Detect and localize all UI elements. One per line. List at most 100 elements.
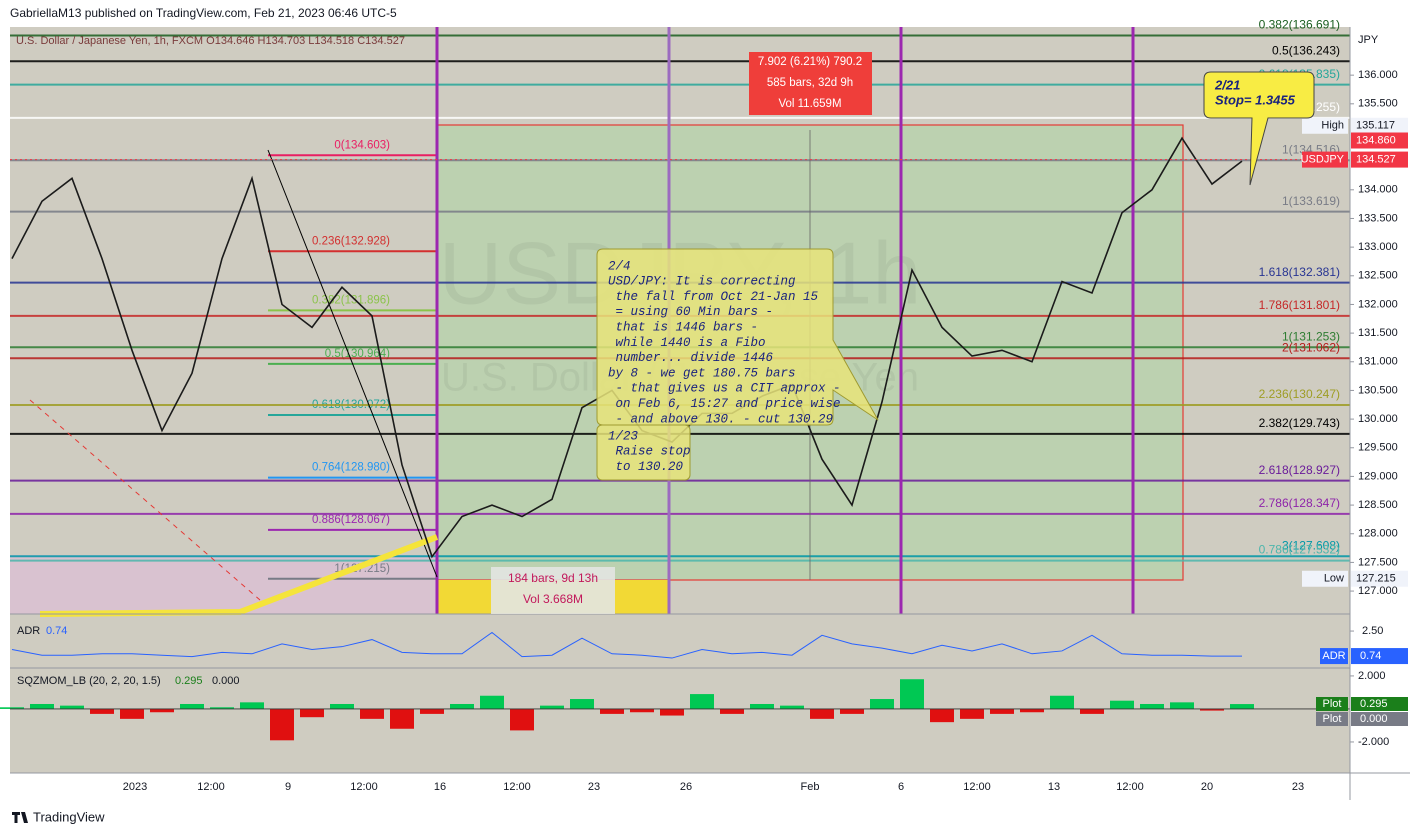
sqz-bar <box>30 703 54 709</box>
measure-label-box <box>749 52 872 115</box>
y-tick-label: 127.500 <box>1358 556 1398 568</box>
fib-label: 2.382(129.743) <box>1259 416 1340 430</box>
note-small-box <box>596 424 691 481</box>
x-tick-label: 12:00 <box>503 781 531 793</box>
stop-line: Stop= 1.3455 <box>1215 92 1296 107</box>
price-tag-label: 134.860 <box>1356 134 1396 146</box>
sqz-bar <box>120 708 144 719</box>
fib-label: 0.786(127.532) <box>1259 543 1340 557</box>
note-line: 2/4 <box>608 259 631 273</box>
x-tick-label: 12:00 <box>963 781 991 793</box>
y-tick-label: 131.500 <box>1358 327 1398 339</box>
tag-name-box <box>1302 570 1348 587</box>
sqz-bar <box>210 707 234 709</box>
x-tick-label: 16 <box>434 781 446 793</box>
note-line: while 1440 is a Fibo <box>608 336 766 350</box>
sqz-bar <box>810 708 834 719</box>
tag-name-box <box>1302 117 1348 134</box>
sqz-bar <box>720 708 744 714</box>
fib-label: 2(131.062) <box>1282 340 1340 354</box>
fib-label: 0.5(136.243) <box>1272 43 1340 57</box>
stop-callout <box>1203 71 1315 186</box>
fib-label: 0.886(128.067) <box>312 514 390 526</box>
symbol-line: U.S. Dollar / Japanese Yen, 1h, FXCM O13… <box>16 35 405 47</box>
note-line: that is 1446 bars - <box>608 320 758 334</box>
fib-label: 1.786(131.801) <box>1259 298 1340 312</box>
sqz-bar <box>570 699 594 709</box>
note-line: USD/JPY: It is correcting <box>608 275 796 289</box>
note-line: on Feb 6, 15:27 and price wise <box>608 397 841 411</box>
sqz-bar <box>540 705 564 709</box>
fib-label: 2.236(130.247) <box>1259 387 1340 401</box>
measure-small-text: Vol 3.668M <box>523 592 583 606</box>
sqz-bar <box>690 694 714 709</box>
sqz-bar <box>1080 708 1104 714</box>
sqz-bar <box>930 708 954 723</box>
price-tag-label: 134.527 <box>1356 153 1396 165</box>
measure-small-box <box>491 567 615 614</box>
y-tick-label: 129.500 <box>1358 442 1398 454</box>
sqz-bar <box>390 708 414 729</box>
y-tick-label: 127.000 <box>1358 585 1398 597</box>
sqz-bar <box>510 708 534 731</box>
y-tick-label: 132.000 <box>1358 298 1398 310</box>
sqz-bar <box>750 703 774 709</box>
note-small-line: Raise stop <box>608 445 691 459</box>
tag-name-box <box>1302 151 1348 168</box>
x-tick-label: 26 <box>680 781 692 793</box>
tag-name: High <box>1321 120 1344 132</box>
sqz-bar <box>0 707 24 709</box>
fib-label: 1(131.253) <box>1282 329 1340 343</box>
plot-tag <box>1351 697 1408 711</box>
fib-label: 0.5(130.964) <box>325 348 390 360</box>
sqz-tick-label: -2.000 <box>1358 736 1389 748</box>
plot-tag-name: Plot <box>1323 698 1342 710</box>
trend-band <box>39 534 439 617</box>
sqz-bar <box>480 695 504 709</box>
adr-tag <box>1351 648 1408 665</box>
fib-label: 0.382(136.691) <box>1259 18 1340 32</box>
y-tick-label: 134.000 <box>1358 184 1398 196</box>
plot-tag-name: Plot <box>1323 713 1342 725</box>
fib-label: 2.618(128.927) <box>1259 463 1340 477</box>
sqz-bar <box>60 705 84 709</box>
x-tick-label: 2023 <box>123 781 147 793</box>
x-tick-label: 6 <box>898 781 904 793</box>
y-tick-label: 130.500 <box>1358 384 1398 396</box>
sqz-bar <box>330 703 354 709</box>
price-tag-label: 127.215 <box>1356 573 1396 585</box>
note-line: number... divide 1446 <box>608 351 774 365</box>
price-tag-label: 135.117 <box>1356 120 1395 132</box>
sqz-bar <box>870 699 894 709</box>
note-small-line: to 130.20 <box>608 460 684 474</box>
fib-label: 0(134.603) <box>334 139 390 151</box>
sqz-bar <box>360 708 384 719</box>
stop-line: 2/21 <box>1214 77 1240 92</box>
plot-tag-label: 0.000 <box>1360 713 1388 725</box>
note-line: - that gives us a CIT approx - <box>608 382 841 396</box>
sqz-bar <box>1230 704 1254 709</box>
fib-label: 2.786(128.347) <box>1259 496 1340 510</box>
sqz-bar <box>1020 708 1044 713</box>
sqz-bar <box>1170 702 1194 709</box>
adr-tag-name-box <box>1320 648 1348 665</box>
sqz-bar <box>90 708 114 714</box>
sqz-bar <box>840 708 864 714</box>
dashed-line <box>29 399 261 601</box>
trend-line <box>267 149 438 578</box>
adr-tag-label: 0.74 <box>1360 650 1381 662</box>
sqz-bar <box>660 708 684 716</box>
sqz-bar <box>450 703 474 709</box>
x-tick-label: 23 <box>1292 781 1304 793</box>
plot-tag <box>1351 712 1408 726</box>
sqz-bar <box>960 708 984 719</box>
price-tag <box>1351 570 1408 587</box>
measure-text: 585 bars, 32d 9h <box>767 77 853 89</box>
plot-tag-name-box <box>1316 712 1348 726</box>
price-tag <box>1351 132 1408 149</box>
price-tag <box>1351 151 1408 168</box>
sqz-name: SQZMOM_LB (20, 2, 20, 1.5) <box>17 675 161 687</box>
note-line: = using 60 Min bars - <box>608 305 773 319</box>
measure-text: 7.902 (6.21%) 790.2 <box>758 56 862 68</box>
